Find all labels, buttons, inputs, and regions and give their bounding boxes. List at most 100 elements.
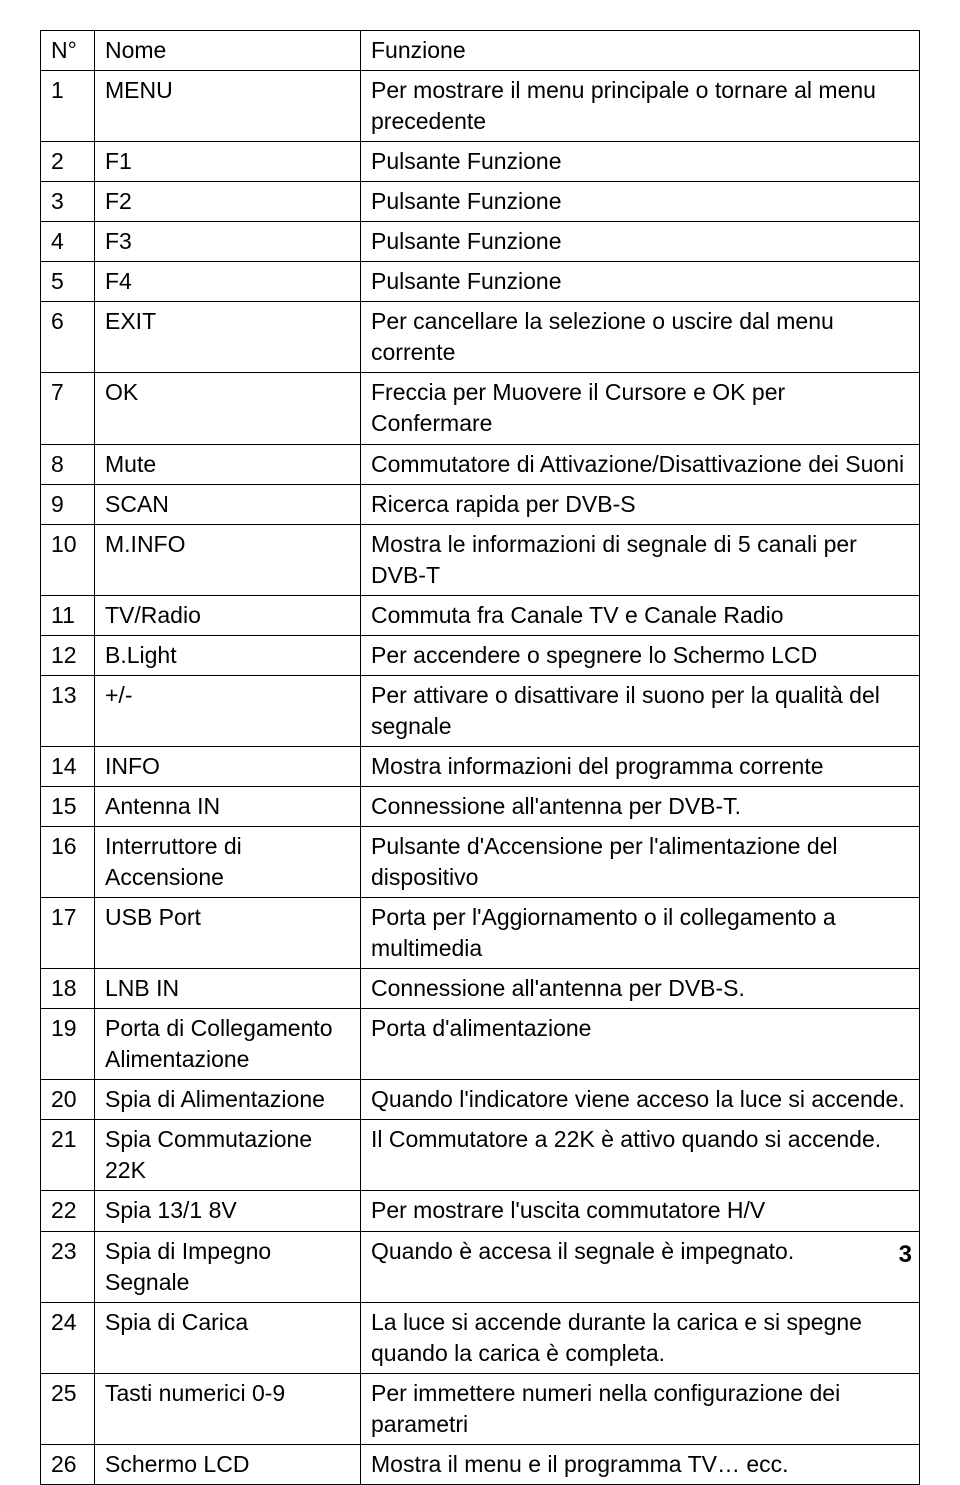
cell-num: 12 xyxy=(41,635,95,675)
cell-num: 1 xyxy=(41,71,95,142)
cell-num: 22 xyxy=(41,1191,95,1231)
cell-nome: F2 xyxy=(95,182,361,222)
table-row: 14INFOMostra informazioni del programma … xyxy=(41,746,920,786)
cell-nome: Spia di Impegno Segnale xyxy=(95,1231,361,1302)
cell-num: 19 xyxy=(41,1009,95,1080)
cell-nome: SCAN xyxy=(95,484,361,524)
cell-num: 9 xyxy=(41,484,95,524)
cell-nome: Interruttore di Accensione xyxy=(95,826,361,897)
cell-num: 25 xyxy=(41,1373,95,1444)
cell-nome: F1 xyxy=(95,142,361,182)
table-row: 4F3Pulsante Funzione xyxy=(41,222,920,262)
table-row: 17USB PortPorta per l'Aggiornamento o il… xyxy=(41,898,920,969)
cell-num: 4 xyxy=(41,222,95,262)
cell-num: 21 xyxy=(41,1120,95,1191)
table-row: 25Tasti numerici 0-9Per immettere numeri… xyxy=(41,1373,920,1444)
table-row: 22Spia 13/1 8VPer mostrare l'uscita comm… xyxy=(41,1191,920,1231)
cell-nome: Schermo LCD xyxy=(95,1444,361,1484)
cell-funzione: Mostra le informazioni di segnale di 5 c… xyxy=(361,524,920,595)
cell-funzione: Per immettere numeri nella configurazion… xyxy=(361,1373,920,1444)
cell-funzione: Porta per l'Aggiornamento o il collegame… xyxy=(361,898,920,969)
cell-nome: MENU xyxy=(95,71,361,142)
table-row: 13+/-Per attivare o disattivare il suono… xyxy=(41,675,920,746)
table-row: 8MuteCommutatore di Attivazione/Disattiv… xyxy=(41,444,920,484)
table-row: 18LNB INConnessione all'antenna per DVB-… xyxy=(41,969,920,1009)
cell-funzione: Per attivare o disattivare il suono per … xyxy=(361,675,920,746)
function-table: N° Nome Funzione 1MENUPer mostrare il me… xyxy=(40,30,920,1485)
table-row: 24Spia di CaricaLa luce si accende duran… xyxy=(41,1302,920,1373)
cell-nome: F4 xyxy=(95,262,361,302)
table-row: 9SCANRicerca rapida per DVB-S xyxy=(41,484,920,524)
cell-num: 3 xyxy=(41,182,95,222)
cell-nome: Tasti numerici 0-9 xyxy=(95,1373,361,1444)
table-row: 19Porta di Collegamento AlimentazionePor… xyxy=(41,1009,920,1080)
cell-num: 10 xyxy=(41,524,95,595)
cell-num: 24 xyxy=(41,1302,95,1373)
cell-funzione: Pulsante d'Accensione per l'alimentazion… xyxy=(361,826,920,897)
table-row: 20Spia di AlimentazioneQuando l'indicato… xyxy=(41,1080,920,1120)
cell-nome: Spia Commutazione 22K xyxy=(95,1120,361,1191)
table-row: 16Interruttore di AccensionePulsante d'A… xyxy=(41,826,920,897)
cell-funzione: Connessione all'antenna per DVB-T. xyxy=(361,786,920,826)
cell-nome: Spia di Carica xyxy=(95,1302,361,1373)
cell-funzione: Mostra il menu e il programma TV… ecc. xyxy=(361,1444,920,1484)
cell-funzione: Pulsante Funzione xyxy=(361,182,920,222)
table-row: 1MENUPer mostrare il menu principale o t… xyxy=(41,71,920,142)
cell-num: 15 xyxy=(41,786,95,826)
cell-nome: Antenna IN xyxy=(95,786,361,826)
cell-funzione: Quando è accesa il segnale è impegnato. xyxy=(361,1231,920,1302)
cell-funzione: Pulsante Funzione xyxy=(361,222,920,262)
table-row: 6EXITPer cancellare la selezione o uscir… xyxy=(41,302,920,373)
table-header-row: N° Nome Funzione xyxy=(41,31,920,71)
cell-funzione: Per mostrare il menu principale o tornar… xyxy=(361,71,920,142)
cell-funzione: Il Commutatore a 22K è attivo quando si … xyxy=(361,1120,920,1191)
cell-num: 13 xyxy=(41,675,95,746)
cell-nome: Porta di Collegamento Alimentazione xyxy=(95,1009,361,1080)
cell-nome: USB Port xyxy=(95,898,361,969)
cell-num: 7 xyxy=(41,373,95,444)
cell-funzione: Pulsante Funzione xyxy=(361,142,920,182)
cell-num: 16 xyxy=(41,826,95,897)
table-row: 15Antenna INConnessione all'antenna per … xyxy=(41,786,920,826)
cell-funzione: Porta d'alimentazione xyxy=(361,1009,920,1080)
cell-num: 11 xyxy=(41,595,95,635)
cell-funzione: Per accendere o spegnere lo Schermo LCD xyxy=(361,635,920,675)
cell-nome: +/- xyxy=(95,675,361,746)
table-row: 21Spia Commutazione 22KIl Commutatore a … xyxy=(41,1120,920,1191)
cell-num: 23 xyxy=(41,1231,95,1302)
cell-num: 5 xyxy=(41,262,95,302)
cell-nome: OK xyxy=(95,373,361,444)
header-nome: Nome xyxy=(95,31,361,71)
cell-num: 6 xyxy=(41,302,95,373)
cell-funzione: Ricerca rapida per DVB-S xyxy=(361,484,920,524)
page-number: 3 xyxy=(899,1241,912,1269)
cell-funzione: Pulsante Funzione xyxy=(361,262,920,302)
cell-funzione: Per cancellare la selezione o uscire dal… xyxy=(361,302,920,373)
cell-funzione: Commuta fra Canale TV e Canale Radio xyxy=(361,595,920,635)
cell-nome: M.INFO xyxy=(95,524,361,595)
cell-nome: F3 xyxy=(95,222,361,262)
cell-nome: LNB IN xyxy=(95,969,361,1009)
cell-num: 2 xyxy=(41,142,95,182)
table-row: 7OKFreccia per Muovere il Cursore e OK p… xyxy=(41,373,920,444)
header-num: N° xyxy=(41,31,95,71)
table-row: 10M.INFOMostra le informazioni di segnal… xyxy=(41,524,920,595)
cell-funzione: Per mostrare l'uscita commutatore H/V xyxy=(361,1191,920,1231)
cell-nome: Spia di Alimentazione xyxy=(95,1080,361,1120)
cell-num: 26 xyxy=(41,1444,95,1484)
cell-num: 14 xyxy=(41,746,95,786)
cell-nome: B.Light xyxy=(95,635,361,675)
cell-funzione: Connessione all'antenna per DVB-S. xyxy=(361,969,920,1009)
table-row: 11TV/RadioCommuta fra Canale TV e Canale… xyxy=(41,595,920,635)
table-row: 5F4Pulsante Funzione xyxy=(41,262,920,302)
cell-funzione: Commutatore di Attivazione/Disattivazion… xyxy=(361,444,920,484)
cell-nome: TV/Radio xyxy=(95,595,361,635)
cell-funzione: Mostra informazioni del programma corren… xyxy=(361,746,920,786)
cell-nome: EXIT xyxy=(95,302,361,373)
table-row: 3F2Pulsante Funzione xyxy=(41,182,920,222)
table-row: 2F1Pulsante Funzione xyxy=(41,142,920,182)
cell-funzione: Quando l'indicatore viene acceso la luce… xyxy=(361,1080,920,1120)
cell-nome: Spia 13/1 8V xyxy=(95,1191,361,1231)
cell-num: 20 xyxy=(41,1080,95,1120)
cell-num: 17 xyxy=(41,898,95,969)
